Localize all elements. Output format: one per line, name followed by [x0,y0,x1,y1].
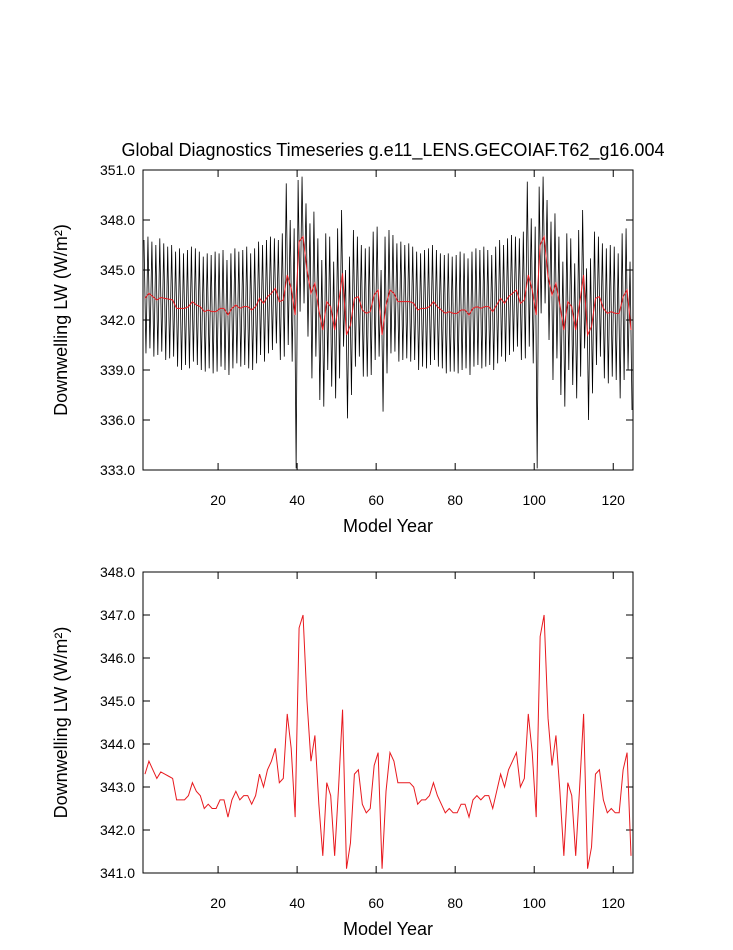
x-axis-label: Model Year [343,919,433,939]
y-tick-label: 342.0 [100,312,135,328]
x-tick-label: 100 [523,492,547,508]
data-line [143,176,633,469]
x-tick-label: 40 [289,492,305,508]
plot-area [143,176,633,469]
data-line [144,614,632,869]
y-tick-label: 351.0 [100,162,135,178]
y-tick-label: 336.0 [100,412,135,428]
y-axis-label: Downwelling LW (W/m²) [51,224,71,416]
x-tick-label: 20 [210,492,226,508]
y-tick-label: 339.0 [100,362,135,378]
y-tick-label: 347.0 [100,607,135,623]
x-tick-label: 80 [447,492,463,508]
x-tick-label: 60 [368,895,384,911]
x-tick-label: 80 [447,895,463,911]
x-tick-label: 100 [523,895,547,911]
y-tick-label: 341.0 [100,865,135,881]
y-tick-label: 348.0 [100,212,135,228]
y-tick-label: 342.0 [100,822,135,838]
y-tick-label: 345.0 [100,693,135,709]
y-tick-label: 343.0 [100,779,135,795]
data-line [144,234,632,337]
x-tick-label: 60 [368,492,384,508]
y-axis-label: Downwelling LW (W/m²) [51,627,71,819]
x-tick-label: 120 [602,895,626,911]
y-tick-label: 333.0 [100,462,135,478]
x-axis-label: Model Year [343,516,433,536]
x-tick-label: 120 [602,492,626,508]
x-tick-label: 20 [210,895,226,911]
y-tick-label: 348.0 [100,564,135,580]
y-tick-label: 346.0 [100,650,135,666]
chart-title: Global Diagnostics Timeseries g.e11_LENS… [122,140,665,161]
plot-area [144,614,632,869]
x-tick-label: 40 [289,895,305,911]
plot-frame [142,571,634,874]
y-tick-label: 344.0 [100,736,135,752]
y-tick-label: 345.0 [100,262,135,278]
